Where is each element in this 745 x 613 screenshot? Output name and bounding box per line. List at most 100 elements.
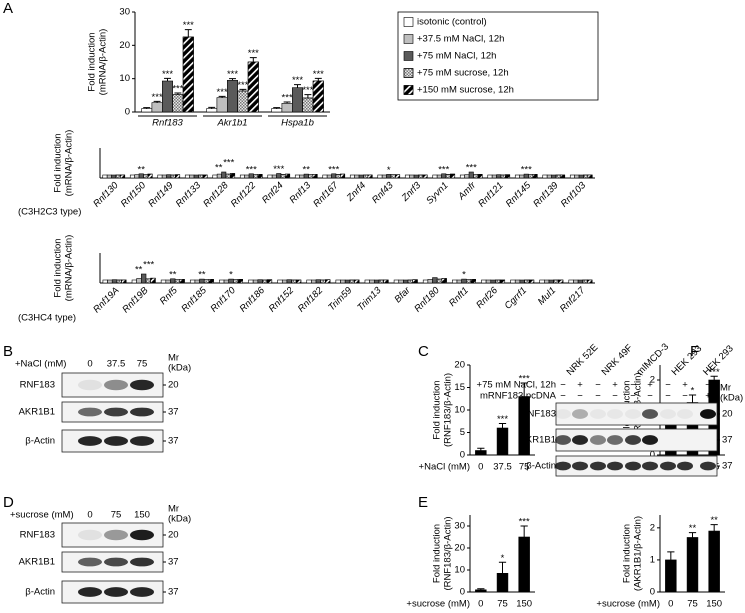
- error-bar: [667, 551, 675, 560]
- bar-hatch: [528, 279, 535, 284]
- x-tick-label: Rnf167: [311, 180, 341, 210]
- treatment-sign: +: [682, 380, 688, 391]
- y-axis-label: Fold induction: [432, 380, 443, 439]
- treatment-sign: −: [595, 380, 601, 391]
- blot-band: [607, 435, 623, 445]
- y-axis-label: (RNF183/β-Actin): [443, 516, 454, 590]
- blot-band: [660, 461, 676, 471]
- bar: [291, 87, 303, 113]
- y-axis-label: Fold induction: [53, 133, 64, 192]
- legend-label: +150 mM sucrose, 12h: [417, 85, 514, 96]
- error-bar: [294, 84, 301, 88]
- legend-swatch: [403, 17, 414, 27]
- bar: [306, 279, 312, 284]
- bar: [514, 174, 520, 179]
- bar-hatch: [553, 279, 559, 284]
- x-tick-label: Rnf19B: [120, 285, 151, 316]
- blot-band: [700, 409, 716, 419]
- error-bar: [143, 107, 151, 109]
- bar: [162, 80, 174, 113]
- bar: [206, 108, 218, 113]
- error-bar: [498, 561, 507, 574]
- bar: [216, 173, 222, 179]
- bar-hatch: [320, 279, 326, 284]
- error-bar: [477, 447, 485, 451]
- bar: [277, 279, 283, 284]
- bar: [491, 174, 497, 179]
- bar: [106, 174, 112, 179]
- error-bar: [184, 29, 192, 37]
- blot-band: [572, 409, 588, 419]
- error-bar: [710, 375, 718, 380]
- significance: ***: [282, 93, 293, 104]
- bar: [165, 279, 171, 284]
- bar: [577, 279, 584, 284]
- bar-hatch: [473, 174, 479, 179]
- significance: ***: [709, 367, 720, 378]
- x-tick-label: Rnf103: [559, 180, 589, 210]
- blot-band: [130, 557, 154, 567]
- legend-label: +75 mM NaCl, 12h: [417, 51, 496, 62]
- bar: [432, 174, 438, 179]
- bar: [496, 174, 502, 179]
- marker-label: 37: [168, 587, 179, 598]
- bar-hatch: [505, 174, 511, 179]
- y-tick-label: 0: [125, 107, 130, 118]
- bar: [518, 536, 530, 593]
- cell-line-label: mIMCD-3: [635, 341, 672, 378]
- y-axis-label: (AKR1B1/β-Actin): [633, 516, 644, 591]
- lane-label: 37.5: [107, 359, 126, 370]
- y-axis-label: Fold induction: [622, 524, 633, 583]
- blot-band: [78, 557, 102, 567]
- bar: [281, 103, 293, 113]
- error-bar: [229, 78, 236, 81]
- mr-label: Mr: [720, 383, 731, 394]
- bar: [161, 174, 167, 179]
- bar: [219, 279, 225, 284]
- error-bar: [688, 532, 697, 538]
- bar: [475, 589, 487, 593]
- bar: [111, 174, 117, 179]
- bar: [481, 279, 487, 284]
- y-tick-label: 0: [650, 587, 655, 598]
- treatment-sign: −: [560, 380, 566, 391]
- protein-label: RNF183: [20, 380, 55, 391]
- significance: ***: [143, 260, 154, 271]
- x-tick-label: Rnf170: [208, 285, 238, 315]
- blot-band: [78, 407, 102, 417]
- lane-label: 0: [87, 510, 92, 521]
- treatment-label: +75 mM NaCl, 12h: [477, 380, 556, 391]
- panel-label: F: [690, 343, 699, 360]
- bar-hatch: [363, 174, 369, 179]
- bar: [432, 277, 438, 284]
- bar-hatch: [172, 94, 184, 113]
- bar: [102, 174, 108, 179]
- bar: [193, 174, 199, 179]
- bar-hatch: [295, 279, 302, 284]
- blot-band: [130, 407, 154, 417]
- blot-band: [572, 435, 588, 445]
- bar: [102, 279, 108, 284]
- bar: [539, 279, 545, 284]
- bar: [227, 80, 239, 113]
- bar: [548, 279, 554, 284]
- bar-hatch: [116, 279, 122, 284]
- legend-hatch: [403, 85, 414, 95]
- bar: [568, 279, 574, 284]
- significance: ***: [152, 92, 163, 103]
- blot-band: [130, 379, 154, 391]
- bar-hatch: [150, 277, 156, 284]
- treatment-sign: −: [595, 391, 601, 402]
- error-bar: [710, 524, 718, 532]
- significance: *: [387, 165, 391, 176]
- blot-band: [607, 461, 623, 471]
- bar-hatch: [560, 174, 566, 179]
- significance: *: [229, 270, 233, 281]
- bar-hatch: [262, 279, 268, 284]
- error-bar: [498, 423, 507, 428]
- bar: [212, 174, 218, 179]
- bar: [427, 279, 433, 284]
- significance: **: [135, 265, 143, 276]
- bar: [569, 174, 575, 179]
